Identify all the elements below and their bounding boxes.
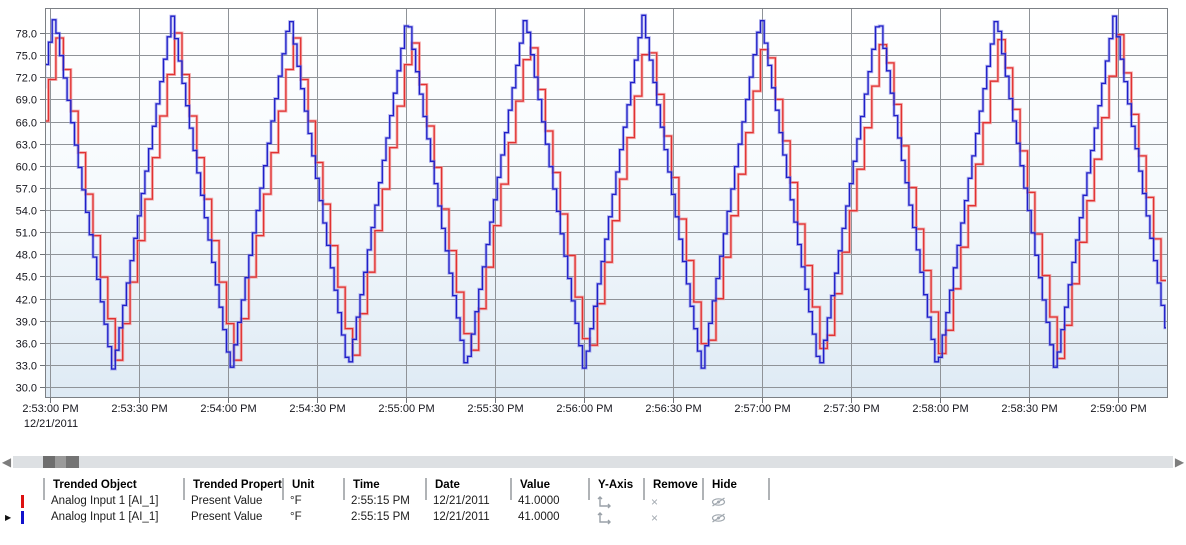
- column-header-trended-object: Trended Object: [43, 478, 183, 500]
- y-axis-tick-label: 45.0: [16, 272, 37, 284]
- cell-trended-object[interactable]: Analog Input 1 [AI_1]: [51, 495, 159, 507]
- column-header-unit: Unit: [282, 478, 343, 500]
- y-axis-tick-label: 78.0: [16, 29, 37, 41]
- y-axis-tick-label: 66.0: [16, 118, 37, 130]
- selected-row-arrow-icon: ▶: [5, 513, 12, 522]
- y-axis-tick-label: 30.0: [16, 383, 37, 395]
- series-line: [46, 32, 1166, 361]
- y-axis-tick-label: 48.0: [16, 250, 37, 262]
- cell-unit[interactable]: °F: [290, 511, 302, 523]
- cell-date[interactable]: 12/21/2011: [433, 511, 490, 523]
- y-axis-tick-label: 39.0: [16, 317, 37, 329]
- cell-trended-property[interactable]: Present Value: [191, 511, 263, 523]
- x-axis-tick-label: 2:59:00 PM: [1090, 403, 1146, 415]
- x-axis-tick-label: 2:54:30 PM: [289, 403, 345, 415]
- column-header-trended-property: Trended Property: [183, 478, 282, 500]
- scrollbar-track[interactable]: [13, 456, 1173, 468]
- scrollbar-thumb[interactable]: [43, 456, 79, 468]
- legend-header-trailing-separator: [768, 478, 1186, 500]
- y-axis-tick-label: 69.0: [16, 95, 37, 107]
- pen-color-swatch: [21, 495, 24, 508]
- y-axis-tick-label: 51.0: [16, 228, 37, 240]
- cell-time[interactable]: 2:55:15 PM: [351, 495, 410, 507]
- column-header-y-axis: Y-Axis: [588, 478, 643, 500]
- cell-unit[interactable]: °F: [290, 495, 302, 507]
- cell-remove[interactable]: ×: [643, 494, 702, 510]
- cell-value[interactable]: 41.0000: [518, 495, 560, 507]
- cell-trailing: [768, 510, 1186, 526]
- x-axis-tick-label: 2:57:30 PM: [823, 403, 879, 415]
- cell-y-axis[interactable]: [588, 494, 643, 510]
- x-axis-tick-label: 2:53:30 PM: [111, 403, 167, 415]
- y-axis-tick-label: 42.0: [16, 295, 37, 307]
- y-axis-tick-label: 57.0: [16, 184, 37, 196]
- axis-labels: 78.0 75.0 72.0 69.0 66.0 63.0 60.0 57.0 54.0 51.0…: [16, 29, 1147, 431]
- y-axis-tick-label: 72.0: [16, 73, 37, 85]
- remove-icon[interactable]: ×: [651, 495, 659, 509]
- x-axis-tick-label: 2:56:00 PM: [556, 403, 612, 415]
- cell-trailing: [768, 494, 1186, 510]
- x-axis-tick-label: 2:58:30 PM: [1001, 403, 1057, 415]
- x-axis-tick-label: 2:55:30 PM: [467, 403, 523, 415]
- x-axis-tick-label: 2:56:30 PM: [645, 403, 701, 415]
- pen-color-swatch: [21, 511, 24, 524]
- scroll-right-button[interactable]: ▶: [1174, 455, 1185, 469]
- trend-plot[interactable]: 78.0 75.0 72.0 69.0 66.0 63.0 60.0 57.0 54.0 51.0…: [0, 0, 1186, 450]
- remove-icon[interactable]: ×: [651, 511, 659, 525]
- column-header-value: Value: [510, 478, 588, 500]
- cell-hide[interactable]: [702, 494, 768, 510]
- hide-eye-icon[interactable]: [710, 512, 727, 524]
- y-axis-tick-label: 63.0: [16, 140, 37, 152]
- cell-trended-property[interactable]: Present Value: [191, 495, 263, 507]
- x-axis-tick-label: 2:57:00 PM: [734, 403, 790, 415]
- cell-date[interactable]: 12/21/2011: [433, 495, 490, 507]
- column-header-hide: Hide: [702, 478, 768, 500]
- plot-border: [45, 8, 1168, 398]
- y-axis-tick-label: 75.0: [16, 51, 37, 63]
- x-axis-tick-label: 2:53:00 PM: [22, 403, 78, 415]
- trend-legend-table: Trended Object Trended Property Unit Time Da…: [0, 478, 1186, 526]
- legend-row-marker: ▶: [0, 510, 43, 526]
- plot-background: [45, 8, 1167, 397]
- y-axis-icon[interactable]: [596, 495, 611, 509]
- cell-hide[interactable]: [702, 510, 768, 526]
- y-axis-tick-label: 36.0: [16, 339, 37, 351]
- cell-value[interactable]: 41.0000: [518, 511, 560, 523]
- x-axis-date-label: 12/21/2011: [24, 418, 78, 430]
- cell-remove[interactable]: ×: [643, 510, 702, 526]
- cell-y-axis[interactable]: [588, 510, 643, 526]
- column-header-date: Date: [425, 478, 510, 500]
- x-axis-tick-label: 2:54:00 PM: [200, 403, 256, 415]
- y-axis-icon[interactable]: [596, 511, 611, 525]
- series-line: [46, 14, 1166, 370]
- column-header-remove: Remove: [643, 478, 702, 500]
- x-axis-tick-label: 2:58:00 PM: [912, 403, 968, 415]
- cell-trended-object[interactable]: Analog Input 1 [AI_1]: [51, 511, 159, 523]
- cell-time[interactable]: 2:55:15 PM: [351, 511, 410, 523]
- column-header-time: Time: [343, 478, 425, 500]
- y-axis-tick-label: 33.0: [16, 361, 37, 373]
- x-axis-tick-label: 2:55:00 PM: [378, 403, 434, 415]
- y-axis-tick-label: 60.0: [16, 162, 37, 174]
- time-scrollbar[interactable]: ◀ ▶: [0, 455, 1186, 469]
- trend-series: [46, 13, 1166, 371]
- y-axis-tick-label: 54.0: [16, 206, 37, 218]
- scroll-left-button[interactable]: ◀: [1, 455, 12, 469]
- hide-eye-icon[interactable]: [710, 496, 727, 508]
- legend-row-marker: [0, 494, 43, 510]
